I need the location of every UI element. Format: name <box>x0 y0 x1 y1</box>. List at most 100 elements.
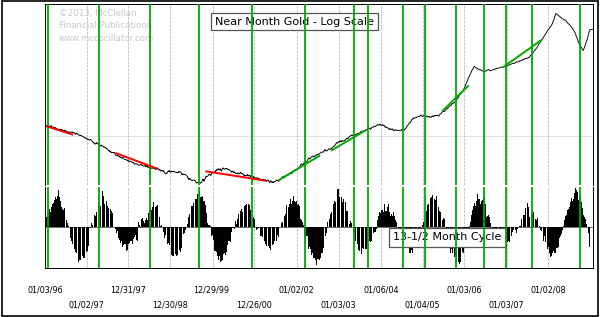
Bar <box>88 228 89 247</box>
Text: 01/03/07: 01/03/07 <box>489 301 524 309</box>
Bar <box>505 228 506 245</box>
Bar <box>373 228 374 233</box>
Bar <box>188 217 189 228</box>
Bar <box>553 228 554 251</box>
Bar <box>532 213 533 228</box>
Bar <box>536 220 537 228</box>
Bar <box>182 228 183 239</box>
Bar <box>492 228 493 231</box>
Bar <box>546 228 547 249</box>
Bar <box>107 206 108 228</box>
Bar <box>134 228 135 237</box>
Bar <box>148 213 149 228</box>
Bar <box>568 209 569 228</box>
Bar <box>294 201 295 228</box>
Bar <box>282 222 283 228</box>
Bar <box>228 228 229 241</box>
Bar <box>128 228 129 244</box>
Bar <box>156 206 157 228</box>
Bar <box>448 228 449 238</box>
Bar <box>319 228 320 260</box>
Bar <box>155 207 156 228</box>
Bar <box>403 228 404 242</box>
Bar <box>262 228 263 237</box>
Bar <box>394 216 395 228</box>
Bar <box>477 194 478 228</box>
Bar <box>274 228 275 241</box>
Text: 01/03/03: 01/03/03 <box>321 301 356 309</box>
Bar <box>60 201 61 228</box>
Bar <box>306 228 307 236</box>
Bar <box>267 228 268 245</box>
Bar <box>165 228 166 235</box>
Bar <box>586 224 587 228</box>
Bar <box>314 228 315 258</box>
Bar <box>257 228 258 229</box>
Bar <box>316 228 317 265</box>
Bar <box>292 201 293 228</box>
Bar <box>556 228 557 248</box>
Bar <box>537 218 538 228</box>
Bar <box>145 220 146 228</box>
Text: 13-1/2 Month Cycle: 13-1/2 Month Cycle <box>394 232 502 242</box>
Text: 01/06/04: 01/06/04 <box>364 286 399 295</box>
Bar <box>280 227 281 228</box>
Bar <box>551 228 552 256</box>
Bar <box>358 228 359 250</box>
Bar <box>548 228 549 247</box>
Bar <box>309 228 310 247</box>
Bar <box>202 196 203 228</box>
Bar <box>571 198 572 228</box>
Bar <box>110 210 111 228</box>
Bar <box>284 216 285 228</box>
Bar <box>387 207 388 228</box>
Bar <box>326 228 327 233</box>
Bar <box>479 199 480 228</box>
Bar <box>330 214 331 228</box>
Bar <box>214 228 215 251</box>
Bar <box>281 223 282 228</box>
Bar <box>406 228 407 245</box>
Bar <box>100 206 101 228</box>
Bar <box>143 221 144 228</box>
Bar <box>539 226 540 228</box>
Bar <box>432 195 433 228</box>
Bar <box>554 228 556 256</box>
Bar <box>516 228 517 233</box>
Bar <box>50 211 51 228</box>
Bar <box>434 199 435 228</box>
Bar <box>77 228 78 262</box>
Bar <box>494 228 495 234</box>
Bar <box>51 207 52 228</box>
Bar <box>215 228 216 251</box>
Text: Near Month Gold - Log Scale: Near Month Gold - Log Scale <box>215 16 374 27</box>
Bar <box>488 215 489 228</box>
Bar <box>246 204 247 228</box>
Bar <box>589 228 590 247</box>
Bar <box>124 228 125 244</box>
Bar <box>232 228 233 229</box>
Bar <box>172 228 173 256</box>
Bar <box>229 228 230 241</box>
Bar <box>427 205 428 228</box>
Bar <box>298 204 299 228</box>
Bar <box>513 228 514 230</box>
Bar <box>464 228 465 248</box>
Bar <box>168 228 169 243</box>
Bar <box>158 210 159 228</box>
Bar <box>123 228 124 245</box>
Bar <box>162 223 163 228</box>
Bar <box>170 228 171 246</box>
Bar <box>160 226 161 228</box>
Bar <box>209 224 210 228</box>
Bar <box>224 228 225 253</box>
Bar <box>495 228 496 236</box>
Bar <box>508 228 509 241</box>
Bar <box>497 228 499 241</box>
Bar <box>392 219 394 228</box>
Bar <box>204 202 205 228</box>
Bar <box>547 228 548 249</box>
Bar <box>327 222 328 228</box>
Bar <box>443 218 444 228</box>
Bar <box>101 201 102 228</box>
